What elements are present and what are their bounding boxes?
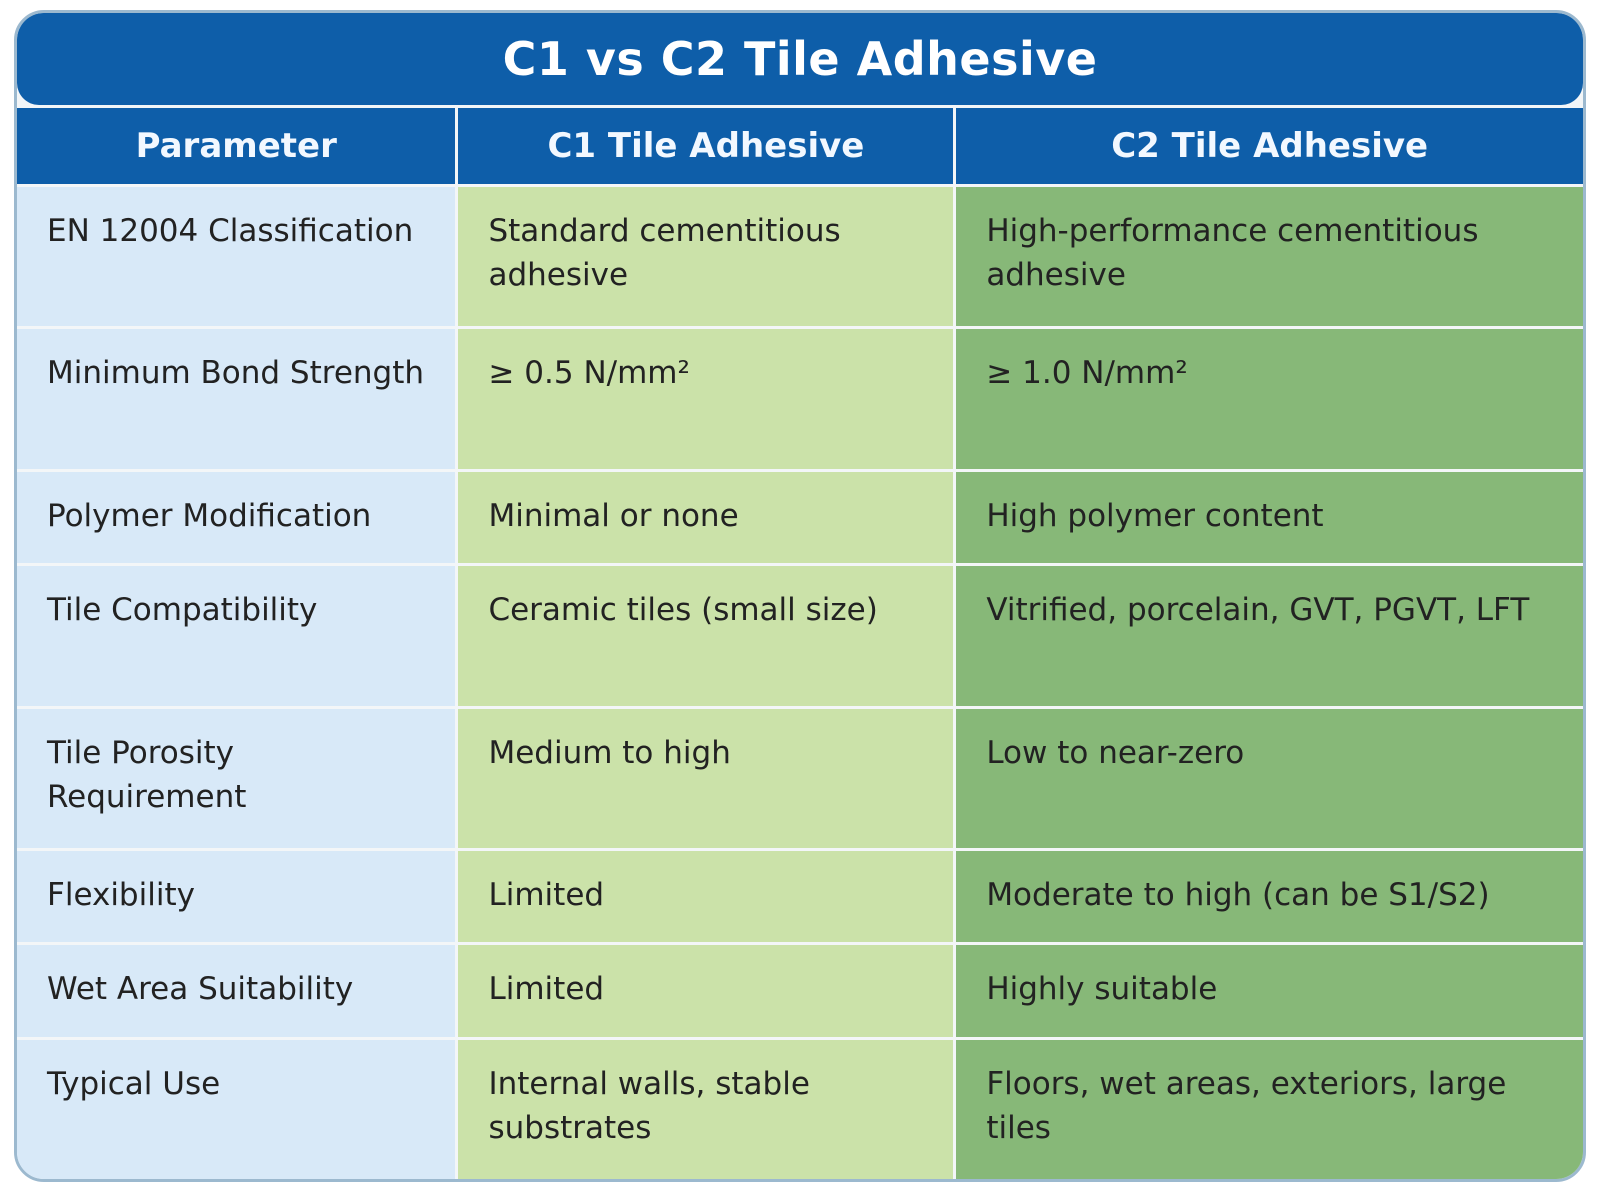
comparison-card: C1 vs C2 Tile Adhesive Parameter C1 Tile… bbox=[14, 10, 1586, 1182]
header-parameter: Parameter bbox=[17, 108, 456, 184]
c2-cell: Highly suitable bbox=[956, 945, 1583, 1037]
c2-cell: High-performance cementitious adhesive bbox=[956, 187, 1583, 327]
c1-cell: Ceramic tiles (small size) bbox=[458, 566, 954, 706]
table-row: Wet Area Suitability Limited Highly suit… bbox=[17, 945, 1583, 1037]
header-c1: C1 Tile Adhesive bbox=[458, 108, 954, 184]
table-body: EN 12004 Classification Standard cementi… bbox=[17, 187, 1583, 1179]
c1-cell: Standard cementitious adhesive bbox=[458, 187, 954, 327]
title-banner: C1 vs C2 Tile Adhesive bbox=[17, 13, 1583, 105]
table-row: EN 12004 Classification Standard cementi… bbox=[17, 187, 1583, 327]
table-row: Typical Use Internal walls, stable subst… bbox=[17, 1039, 1583, 1179]
table-row: Minimum Bond Strength ≥ 0.5 N/mm² ≥ 1.0 … bbox=[17, 329, 1583, 469]
c1-cell: Limited bbox=[458, 850, 954, 943]
c1-cell: ≥ 0.5 N/mm² bbox=[458, 329, 954, 469]
param-cell: Polymer Modification bbox=[17, 471, 456, 564]
param-cell: Flexibility bbox=[17, 850, 456, 943]
c1-cell: Limited bbox=[458, 945, 954, 1037]
c2-cell: Moderate to high (can be S1/S2) bbox=[956, 850, 1583, 943]
table-header-row: Parameter C1 Tile Adhesive C2 Tile Adhes… bbox=[17, 108, 1583, 184]
c1-cell: Minimal or none bbox=[458, 471, 954, 564]
c1-cell: Internal walls, stable substrates bbox=[458, 1039, 954, 1179]
header-c2: C2 Tile Adhesive bbox=[956, 108, 1583, 184]
table-row: Flexibility Limited Moderate to high (ca… bbox=[17, 850, 1583, 943]
param-cell: Wet Area Suitability bbox=[17, 945, 456, 1037]
c2-cell: Low to near-zero bbox=[956, 708, 1583, 848]
c2-cell: ≥ 1.0 N/mm² bbox=[956, 329, 1583, 469]
table-row: Tile Porosity Requirement Medium to high… bbox=[17, 708, 1583, 848]
param-cell: Tile Compatibility bbox=[17, 566, 456, 706]
table-row: Tile Compatibility Ceramic tiles (small … bbox=[17, 566, 1583, 706]
c2-cell: Floors, wet areas, exteriors, large tile… bbox=[956, 1039, 1583, 1179]
table-row: Polymer Modification Minimal or none Hig… bbox=[17, 471, 1583, 564]
c2-cell: High polymer content bbox=[956, 471, 1583, 564]
c1-cell: Medium to high bbox=[458, 708, 954, 848]
param-cell: Minimum Bond Strength bbox=[17, 329, 456, 469]
param-cell: Tile Porosity Requirement bbox=[17, 708, 456, 848]
page-title: C1 vs C2 Tile Adhesive bbox=[502, 32, 1098, 86]
c2-cell: Vitrified, porcelain, GVT, PGVT, LFT bbox=[956, 566, 1583, 706]
param-cell: Typical Use bbox=[17, 1039, 456, 1179]
param-cell: EN 12004 Classification bbox=[17, 187, 456, 327]
